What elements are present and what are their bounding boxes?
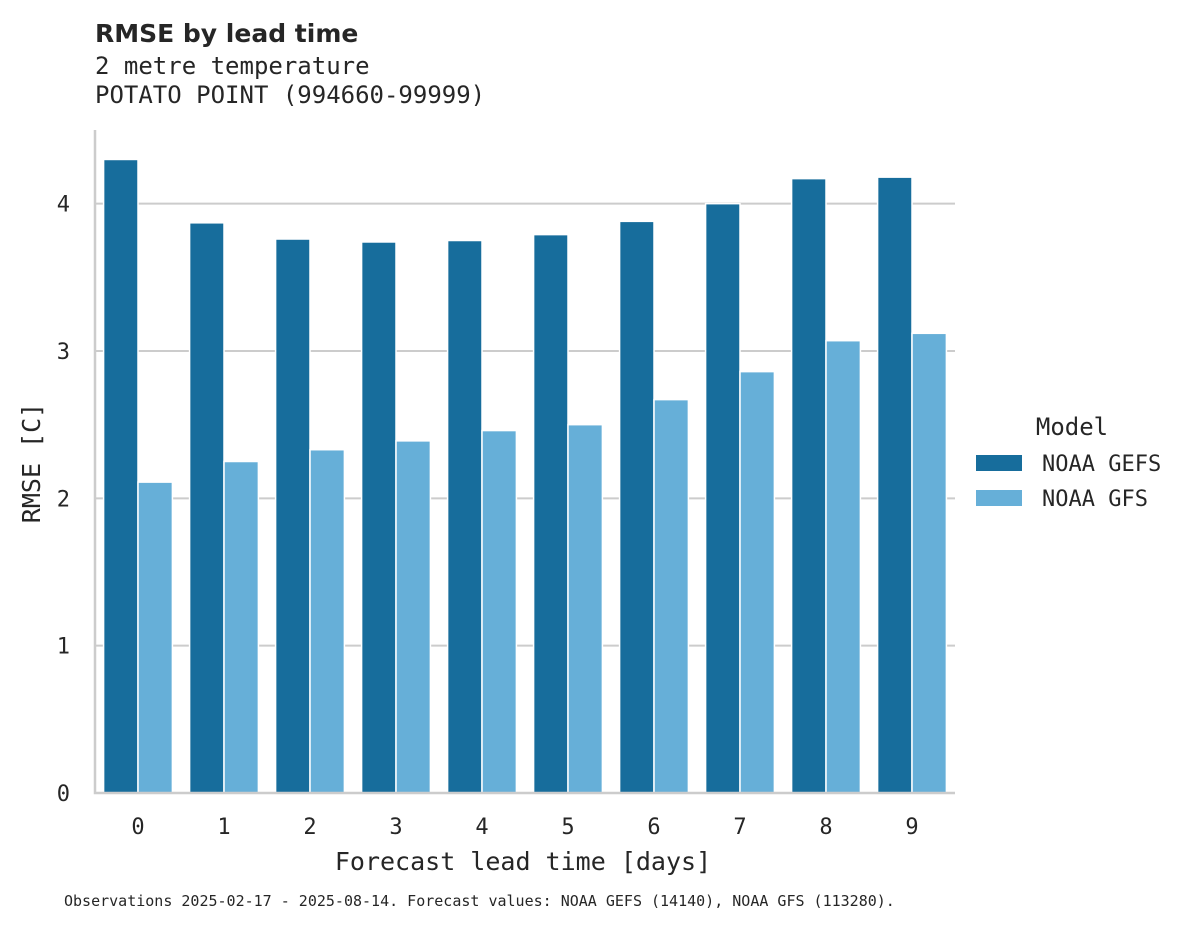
bar-noaa-gefs-3 — [360, 241, 397, 794]
y-tick-label: 1 — [57, 635, 70, 660]
chart-subtitle-station: POTATO POINT (994660-99999) — [95, 81, 485, 109]
chart-title: RMSE by lead time — [95, 19, 358, 48]
x-tick-label: 8 — [819, 815, 832, 840]
bar-noaa-gefs-2 — [274, 238, 311, 794]
axis-spines — [93, 130, 955, 795]
y-tick-label: 0 — [57, 782, 70, 807]
y-tick-label: 4 — [57, 193, 70, 218]
legend-label: NOAA GEFS — [1042, 452, 1161, 477]
bar-noaa-gfs-7 — [739, 370, 776, 794]
legend-title: Model — [1036, 413, 1108, 441]
x-axis-label: Forecast lead time [days] — [335, 847, 711, 876]
legend-items: NOAA GEFS NOAA GFS — [976, 452, 1161, 512]
bar-noaa-gefs-8 — [790, 177, 827, 794]
bar-noaa-gefs-1 — [188, 222, 225, 794]
bar-noaa-gefs-5 — [532, 233, 569, 794]
bar-noaa-gefs-6 — [618, 220, 655, 794]
bar-noaa-gefs-9 — [876, 176, 913, 794]
x-tick-label: 9 — [905, 815, 918, 840]
bar-noaa-gfs-0 — [137, 481, 174, 794]
bar-noaa-gfs-3 — [395, 440, 432, 794]
x-tick-label: 5 — [561, 815, 574, 840]
y-tick-label: 3 — [57, 340, 70, 365]
bar-noaa-gefs-4 — [446, 239, 483, 794]
footnote: Observations 2025-02-17 - 2025-08-14. Fo… — [64, 892, 895, 910]
x-tick-label: 6 — [647, 815, 660, 840]
y-axis-label: RMSE [C] — [17, 403, 46, 523]
x-tick-label: 4 — [475, 815, 488, 840]
x-tick-label: 3 — [389, 815, 402, 840]
bar-noaa-gfs-2 — [309, 448, 346, 794]
bar-noaa-gfs-4 — [481, 429, 518, 794]
chart-subtitle-variable: 2 metre temperature — [95, 52, 370, 80]
bar-noaa-gfs-8 — [825, 339, 862, 794]
bar-noaa-gfs-5 — [567, 423, 604, 794]
x-tick-label: 2 — [303, 815, 316, 840]
bar-noaa-gefs-7 — [704, 202, 741, 794]
y-tick-label: 2 — [57, 487, 70, 512]
bar-noaa-gfs-1 — [223, 460, 260, 794]
x-tick-label: 7 — [733, 815, 746, 840]
legend: Model NOAA GEFS NOAA GFS — [976, 413, 1161, 512]
axes: 0 1 2 3 4 0 1 2 3 4 5 6 7 8 9 — [57, 130, 955, 840]
bar-noaa-gfs-6 — [653, 398, 690, 794]
legend-label: NOAA GFS — [1042, 487, 1148, 512]
legend-swatch — [976, 490, 1022, 506]
x-tick-label: 0 — [131, 815, 144, 840]
bar-noaa-gefs-0 — [102, 158, 139, 794]
legend-swatch — [976, 455, 1022, 471]
x-tick-label: 1 — [217, 815, 230, 840]
bar-noaa-gfs-9 — [911, 332, 948, 794]
bars — [102, 158, 948, 794]
